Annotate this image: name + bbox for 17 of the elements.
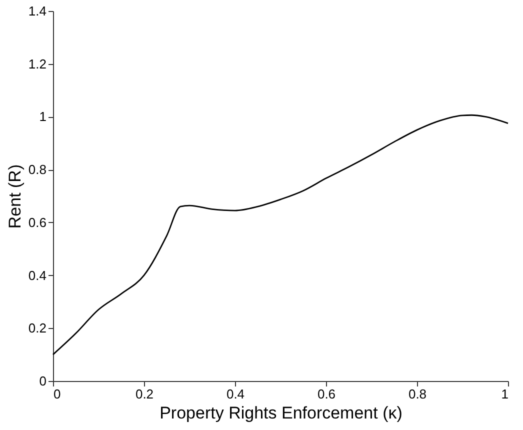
y-tick-label: 1.2 [28, 56, 46, 72]
line-series [52, 114, 509, 356]
x-tick-label: 0.6 [317, 386, 336, 402]
x-tick-label: 0 [54, 386, 61, 402]
x-tick-label: 0.2 [135, 386, 154, 402]
x-tick-label: 0.4 [226, 386, 245, 402]
y-tick-label: 0 [39, 374, 46, 388]
y-tick-label: 0.6 [28, 214, 46, 230]
y-tick-label: 0.2 [28, 320, 46, 336]
y-tick-label: 1.4 [28, 4, 46, 18]
y-tick-label: 0.4 [28, 268, 46, 283]
y-tick-label: 0.8 [28, 162, 46, 178]
x-axis-title: Property Rights Enforcement (κ) [160, 404, 402, 422]
x-tick-label: 0.8 [408, 386, 427, 402]
y-axis-title: Rent (R) [5, 164, 24, 229]
x-tick-label: 1 [501, 386, 508, 402]
y-tick-label: 1 [39, 109, 46, 124]
